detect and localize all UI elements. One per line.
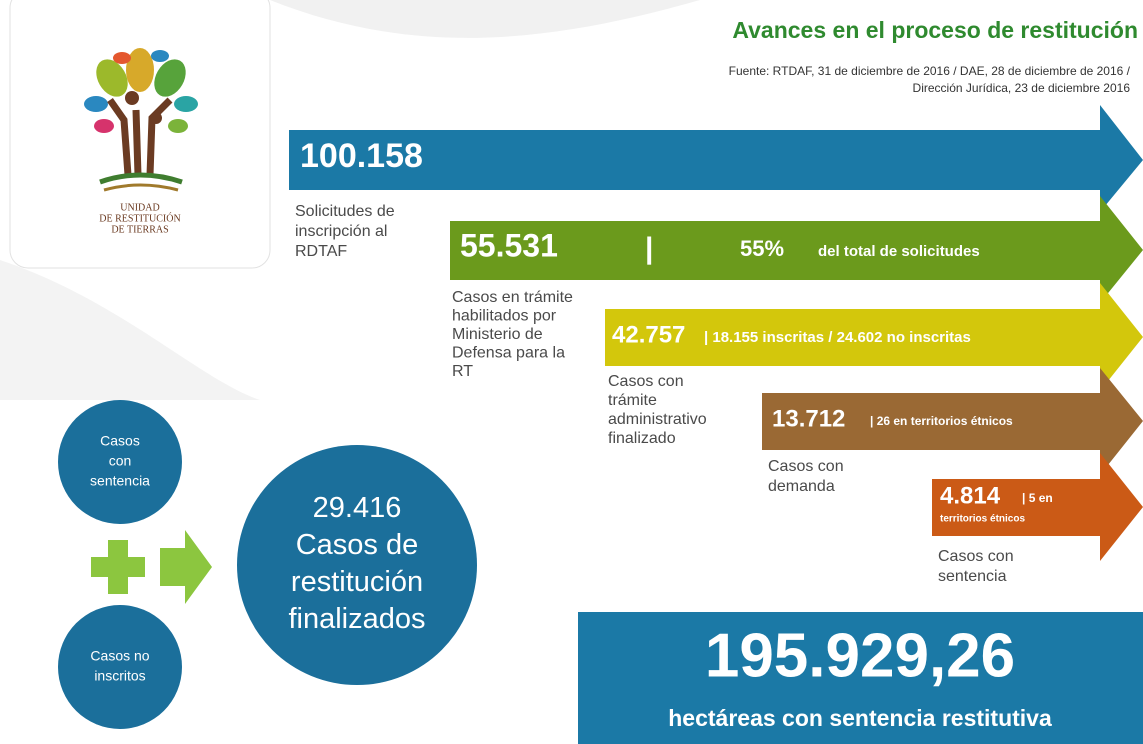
stage-detail: | 5 en xyxy=(1022,491,1053,505)
bg-shape xyxy=(0,260,260,400)
arrow-stage-4 xyxy=(762,368,1143,475)
stage-label: Defensa para la xyxy=(452,345,565,362)
source: Dirección Jurídica, 23 de diciembre 2016 xyxy=(913,81,1131,95)
stage-detail: | 18.155 inscritas / 24.602 no inscritas xyxy=(704,329,971,346)
stage-label: administrativo xyxy=(608,411,707,428)
stage-label: habilitados por xyxy=(452,308,557,325)
circle-text: restitución xyxy=(291,566,423,598)
circle-texts: Casos con sentencia Casos no inscritos 29.416… xyxy=(90,433,425,684)
circle-text: con xyxy=(109,453,132,469)
stage-label: finalizado xyxy=(608,430,676,447)
arrow-stage-5 xyxy=(932,453,1143,561)
stage-label: inscripción al xyxy=(295,223,387,240)
arrow-stage-1 xyxy=(289,105,1143,212)
stage-label: Casos con xyxy=(938,548,1014,565)
bg-shape xyxy=(270,0,700,38)
circle-text: sentencia xyxy=(90,473,150,489)
logo-text: UNIDAD xyxy=(120,202,159,213)
stage-label: sentencia xyxy=(938,568,1007,585)
stage-value: 55.531 xyxy=(460,227,558,263)
logo-text: DE RESTITUCIÓN xyxy=(99,212,180,224)
stage-label: Ministerio de xyxy=(452,326,543,343)
circle-text: inscritos xyxy=(94,668,145,684)
circle-text: Casos xyxy=(100,433,140,449)
stage-label: RDTAF xyxy=(295,243,347,260)
stage-label: Solicitudes de xyxy=(295,203,395,220)
arrow-stage-2 xyxy=(450,196,1143,303)
circle-text: Casos de xyxy=(296,529,419,561)
total-value: 195.929,26 xyxy=(705,621,1015,690)
stage-label: Casos con xyxy=(768,458,844,475)
arrow-stage-3 xyxy=(605,283,1143,391)
circle-text: Casos no xyxy=(90,648,149,664)
total-label: hectáreas con sentencia restitutiva xyxy=(668,705,1052,731)
stage-value: 100.158 xyxy=(300,137,423,175)
stage-value: 42.757 xyxy=(612,321,685,348)
stage-label: RT xyxy=(452,363,473,380)
stage-value: 13.712 xyxy=(772,405,845,432)
stage-detail: | 26 en territorios étnicos xyxy=(870,414,1013,428)
stage-detail: del total de solicitudes xyxy=(818,243,980,260)
logo-text: DE TIERRAS xyxy=(111,224,168,235)
circle-not-registered xyxy=(58,605,182,729)
circle-with-sentence xyxy=(58,400,182,524)
total-box xyxy=(578,612,1143,744)
title: Avances en el proceso de restitución xyxy=(732,17,1138,43)
stage-detail: | xyxy=(645,232,653,265)
stage-labels: Solicitudes de inscripción al RDTAF Casos e… xyxy=(295,203,1014,585)
circle-text: 29.416 xyxy=(313,492,402,524)
stage-detail: 55% xyxy=(740,236,784,261)
circle-text: finalizados xyxy=(288,603,425,635)
stage-detail: territorios étnicos xyxy=(940,514,1025,525)
circle-result xyxy=(237,445,477,685)
stage-label: Casos en trámite xyxy=(452,289,573,306)
stage-label: demanda xyxy=(768,478,835,495)
source: Fuente: RTDAF, 31 de diciembre de 2016 /… xyxy=(729,64,1131,78)
logo-tree xyxy=(84,48,198,192)
arrow-icon xyxy=(160,530,212,604)
stage-value: 4.814 xyxy=(940,482,1001,509)
stage-label: Casos con xyxy=(608,373,684,390)
stage-label: trámite xyxy=(608,392,657,409)
plus-icon xyxy=(91,540,145,594)
